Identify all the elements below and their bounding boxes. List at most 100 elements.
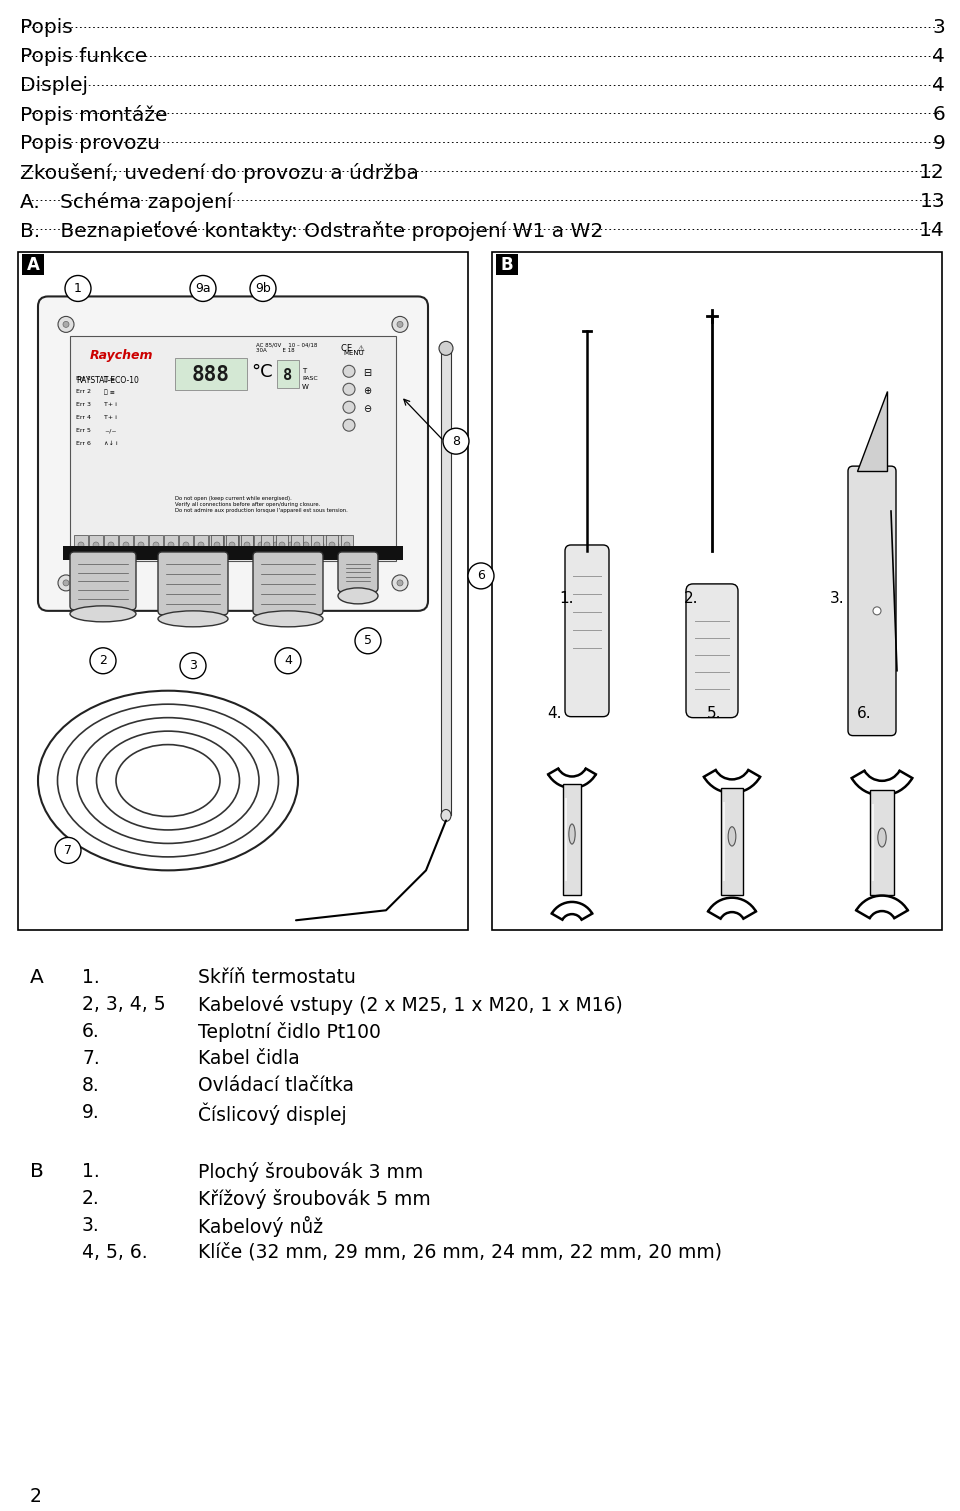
Bar — [314, 535, 328, 553]
Circle shape — [153, 542, 159, 548]
Circle shape — [355, 629, 381, 654]
Ellipse shape — [569, 823, 575, 845]
Text: T+ i: T+ i — [104, 402, 117, 408]
Circle shape — [343, 419, 355, 431]
Bar — [277, 360, 299, 388]
Text: Popis: Popis — [20, 18, 73, 36]
Text: ~/~: ~/~ — [104, 428, 116, 434]
Ellipse shape — [253, 610, 323, 627]
FancyBboxPatch shape — [38, 296, 428, 610]
Text: 4.: 4. — [547, 706, 562, 721]
Circle shape — [329, 542, 335, 548]
Text: 9b: 9b — [255, 283, 271, 295]
Text: 888: 888 — [192, 366, 230, 385]
Ellipse shape — [338, 588, 378, 604]
Circle shape — [314, 542, 320, 548]
Bar — [492, 251, 942, 931]
Bar — [326, 535, 338, 553]
Text: 1.: 1. — [82, 969, 100, 987]
Bar — [119, 535, 133, 553]
Bar — [175, 358, 247, 390]
Ellipse shape — [70, 606, 136, 623]
Circle shape — [243, 542, 249, 548]
Text: Kabelový nůž: Kabelový nůž — [198, 1216, 323, 1236]
Bar — [211, 535, 223, 553]
Polygon shape — [857, 391, 887, 471]
Text: B: B — [30, 1162, 44, 1180]
Text: 2.: 2. — [684, 591, 699, 606]
Circle shape — [183, 542, 189, 548]
Text: 9.: 9. — [82, 1103, 100, 1123]
Text: Err 5: Err 5 — [76, 428, 91, 434]
Text: Err 3: Err 3 — [76, 402, 91, 408]
Circle shape — [344, 542, 350, 548]
Bar — [134, 535, 148, 553]
Circle shape — [303, 542, 309, 548]
Text: 5.: 5. — [707, 706, 722, 721]
Bar — [164, 535, 178, 553]
Text: 2: 2 — [30, 1487, 42, 1506]
Circle shape — [392, 574, 408, 591]
Circle shape — [397, 580, 403, 586]
Circle shape — [63, 580, 69, 586]
Text: 4: 4 — [284, 654, 292, 668]
Bar — [224, 535, 238, 553]
FancyBboxPatch shape — [848, 465, 896, 736]
Bar — [74, 535, 88, 553]
Bar — [22, 254, 44, 275]
Text: Err 6: Err 6 — [76, 441, 91, 446]
Circle shape — [468, 564, 494, 589]
Bar — [104, 535, 118, 553]
Text: PASC: PASC — [302, 376, 318, 381]
FancyBboxPatch shape — [158, 552, 228, 615]
Text: 3: 3 — [189, 659, 197, 672]
Ellipse shape — [877, 828, 886, 848]
Text: Popis provozu: Popis provozu — [20, 134, 160, 153]
Bar — [563, 784, 581, 896]
Text: Err 1: Err 1 — [76, 376, 91, 381]
Circle shape — [190, 275, 216, 301]
Text: 1: 1 — [74, 283, 82, 295]
Text: 7.: 7. — [82, 1049, 100, 1068]
Text: 1.: 1. — [82, 1162, 100, 1180]
Text: 8: 8 — [452, 435, 460, 447]
Bar — [870, 790, 894, 896]
Text: 3.: 3. — [82, 1216, 100, 1234]
Circle shape — [180, 653, 206, 678]
Circle shape — [198, 542, 204, 548]
Text: 12: 12 — [920, 163, 945, 181]
Circle shape — [343, 366, 355, 378]
Text: Err 4: Err 4 — [76, 416, 91, 420]
Text: A.  Schéma zapojení: A. Schéma zapojení — [20, 192, 232, 212]
Circle shape — [123, 542, 129, 548]
Circle shape — [78, 542, 84, 548]
Bar — [241, 535, 253, 553]
Circle shape — [58, 574, 74, 591]
Bar — [18, 251, 468, 931]
Circle shape — [258, 542, 264, 548]
Text: 5: 5 — [364, 635, 372, 647]
Text: 1.: 1. — [559, 591, 573, 606]
Circle shape — [343, 402, 355, 413]
Bar — [299, 535, 313, 553]
Bar — [254, 535, 268, 553]
Bar — [269, 535, 283, 553]
Text: RAYSTAT-ECO-10: RAYSTAT-ECO-10 — [76, 376, 139, 385]
Text: Teplotní čidlo Pt100: Teplotní čidlo Pt100 — [198, 1021, 381, 1043]
Text: 13: 13 — [920, 192, 945, 210]
Text: Err 2: Err 2 — [76, 390, 91, 394]
Text: 4: 4 — [932, 47, 945, 66]
Circle shape — [392, 316, 408, 332]
Circle shape — [90, 648, 116, 674]
Circle shape — [228, 542, 234, 548]
Text: 6.: 6. — [82, 1021, 100, 1041]
Text: Popis funkce: Popis funkce — [20, 47, 147, 66]
Text: 9a: 9a — [195, 283, 211, 295]
Text: Raychem: Raychem — [89, 349, 153, 361]
Text: ⊕: ⊕ — [363, 387, 372, 396]
Text: Zkoušení, uvedení do provozu a údržba: Zkoušení, uvedení do provozu a údržba — [20, 163, 419, 183]
Bar — [239, 535, 253, 553]
Bar — [149, 535, 163, 553]
FancyBboxPatch shape — [253, 552, 323, 615]
Bar — [89, 535, 103, 553]
